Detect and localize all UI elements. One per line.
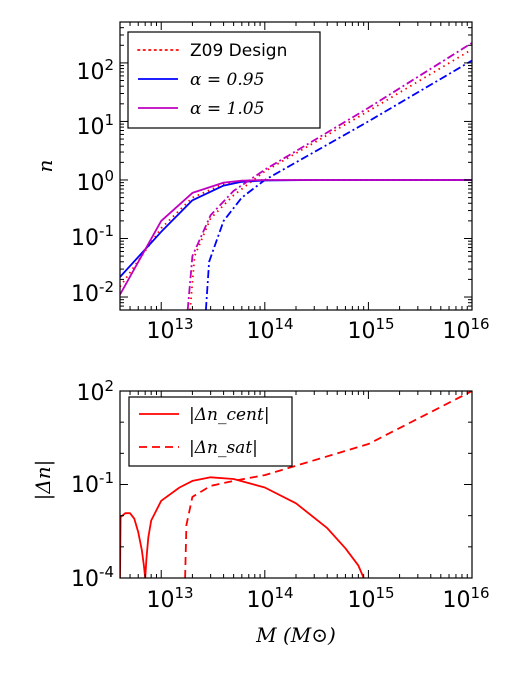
bottom-ytick-label: 102 <box>76 377 114 406</box>
bottom-xtick-label: 1014 <box>246 584 293 613</box>
bottom-panel: 102 10-1 10-4 1013 1014 1015 1016 |Δn| M… <box>31 377 490 647</box>
top-ytick-label: 101 <box>76 111 114 140</box>
bottom-plot-area <box>120 391 472 578</box>
bottom-xtick-label: 1016 <box>442 584 489 613</box>
top-xtick-label: 1015 <box>347 315 394 344</box>
top-series-line-satellite-1 <box>189 48 472 310</box>
bottom-axis-ticks <box>119 390 473 579</box>
bottom-xtick-label: 1013 <box>146 584 193 613</box>
top-xtick-label: 1016 <box>442 315 489 344</box>
top-plot-area <box>120 42 472 310</box>
top-series-line-central-4 <box>120 179 472 296</box>
bottom-series-line-0 <box>120 476 365 578</box>
legend-label-dn-sat: |Δn_sat| <box>189 438 258 458</box>
bottom-xtick-label: 1015 <box>347 584 394 613</box>
top-ytick-label: 102 <box>76 56 114 85</box>
legend-label-alpha-095: α = 0.95 <box>190 70 264 90</box>
top-series-line-central-2 <box>120 179 472 278</box>
bottom-series-line-1 <box>184 391 472 578</box>
top-ylabel: n <box>33 160 57 173</box>
legend-label-z09: Z09 Design <box>190 41 287 61</box>
top-legend: Z09 Design α = 0.95 α = 1.05 <box>127 31 321 129</box>
top-axis-ticks <box>119 21 473 311</box>
bottom-xlabel: M (M⊙) <box>255 623 336 647</box>
bottom-ytick-label: 10-1 <box>71 469 114 498</box>
top-ytick-label: 100 <box>76 167 114 196</box>
top-xtick-label: 1013 <box>146 315 193 344</box>
top-series-line-central-0 <box>120 179 472 288</box>
top-series-line-satellite-5 <box>186 42 472 310</box>
legend-label-alpha-105: α = 1.05 <box>190 99 264 119</box>
top-ytick-label: 10-1 <box>71 222 114 251</box>
top-legend-frame <box>127 31 321 129</box>
top-xtick-label: 1014 <box>246 315 293 344</box>
top-panel: 102 101 100 10-1 10-2 1013 1014 1015 101… <box>33 21 490 344</box>
top-ytick-label: 10-2 <box>71 278 114 307</box>
top-series-line-satellite-3 <box>205 59 472 310</box>
bottom-ylabel: |Δn| <box>31 460 56 501</box>
bottom-ytick-label: 10-4 <box>71 563 114 592</box>
legend-label-dn-cent: |Δn_cent| <box>189 405 270 425</box>
bottom-legend: |Δn_cent| |Δn_sat| <box>128 396 293 467</box>
bottom-legend-frame <box>128 396 293 467</box>
